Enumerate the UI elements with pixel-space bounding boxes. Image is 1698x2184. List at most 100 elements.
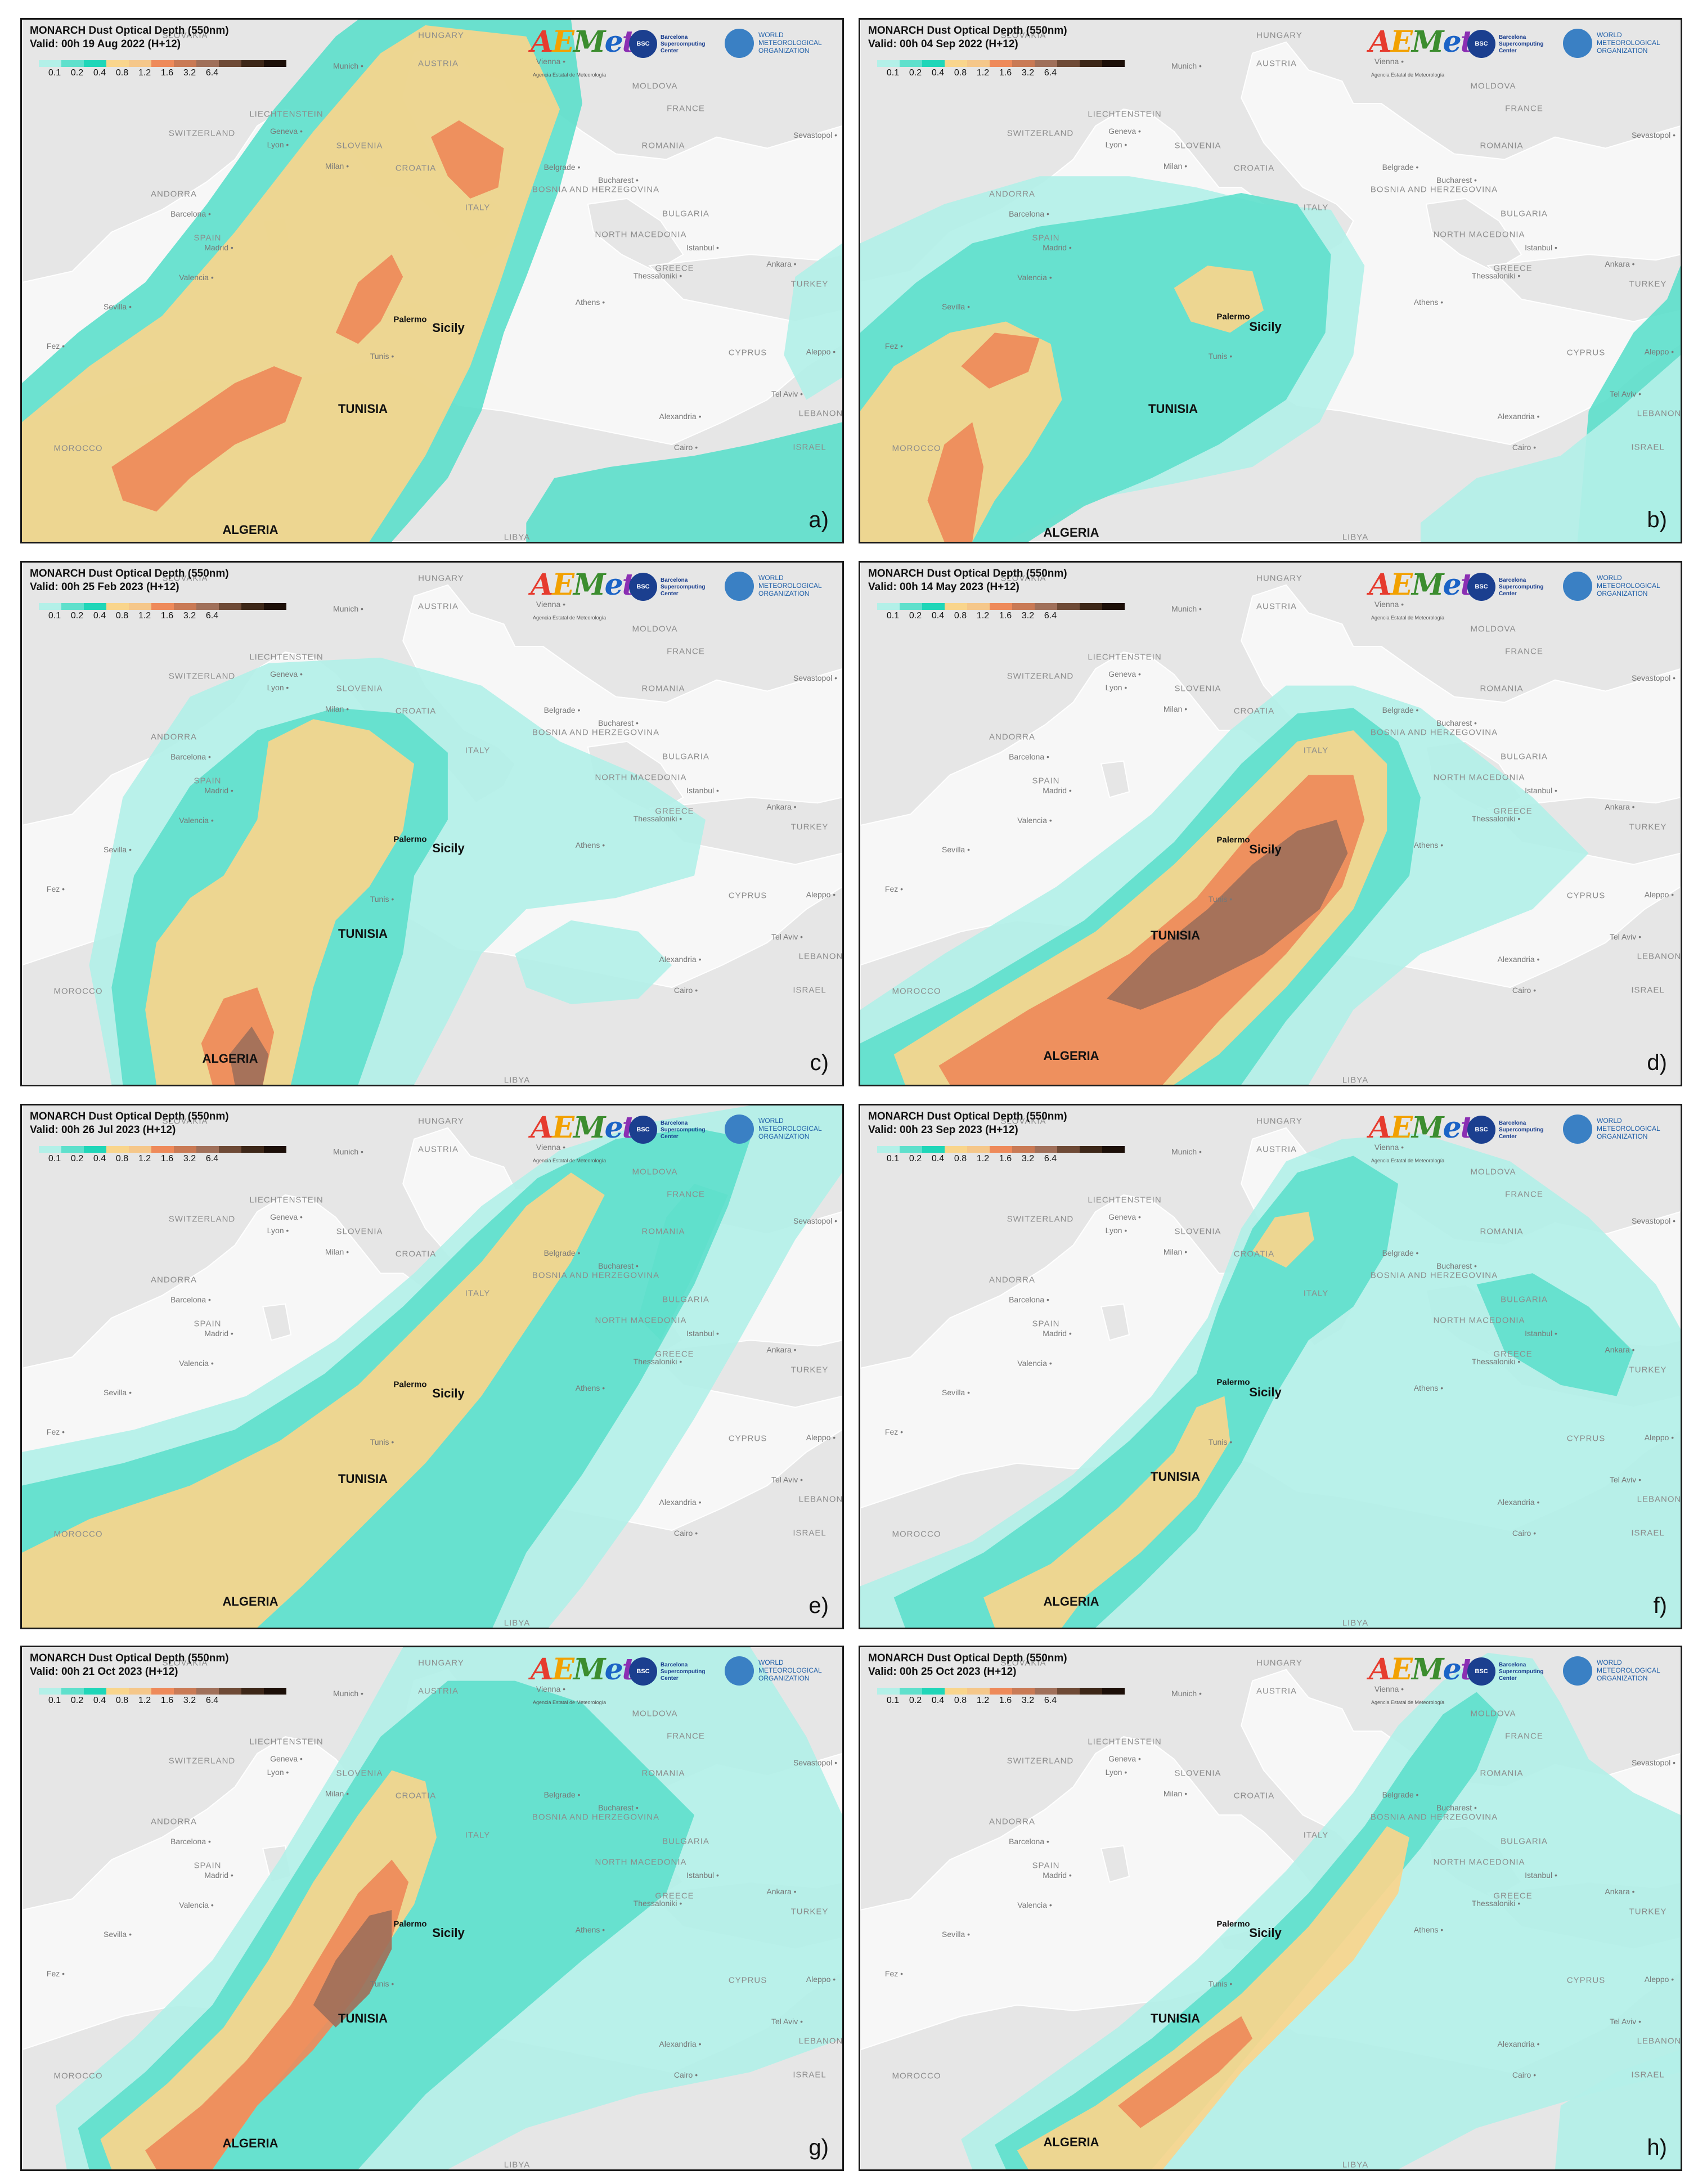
city-label: Sevastopol •: [1631, 131, 1676, 140]
city-label: Milan •: [1163, 704, 1188, 713]
legend-tick: 0.8: [115, 68, 129, 78]
country-label: LIECHTENSTEIN: [1088, 109, 1162, 119]
country-label: MOROCCO: [53, 1529, 103, 1539]
city-label: Lyon •: [267, 140, 289, 149]
place-label-algeria: ALGERIA: [1043, 2135, 1099, 2149]
country-label: MOLDOVA: [632, 624, 678, 634]
country-label: LIECHTENSTEIN: [1088, 652, 1162, 662]
legend-swatch: [39, 60, 61, 67]
city-label: Sevastopol •: [1631, 673, 1676, 682]
bsc-logo: BSC Barcelona Supercomputing Center: [1467, 28, 1552, 61]
country-label: SLOVAKIA: [1000, 30, 1046, 41]
country-label: CYPRUS: [1566, 891, 1606, 901]
place-label-sicily: Sicily: [1249, 320, 1282, 334]
map-panel-b: SLOVAKIA AUSTRIA HUNGARY MOLDOVA FRANCE SWITZ…: [859, 18, 1682, 543]
country-label: BULGARIA: [1501, 1836, 1548, 1846]
map-header: MONARCH Dust Optical Depth (550nm) Valid:…: [868, 567, 1133, 633]
place-label-algeria: ALGERIA: [1043, 1049, 1099, 1063]
legend-swatch: [1102, 1688, 1125, 1695]
color-legend: 0.1 0.2 0.4 0.8 1.2 1.6 3.2 6.4: [39, 603, 286, 626]
legend-swatch: [196, 603, 219, 610]
city-label: Tunis •: [1208, 1437, 1233, 1446]
country-label: CROATIA: [1233, 1791, 1275, 1801]
aemet-letter: M: [1412, 1111, 1444, 1145]
aemet-logo: AEMet Agencia Estatal de Meteorología: [531, 25, 636, 78]
city-label: Barcelona •: [1009, 752, 1049, 761]
city-label: Bucharest •: [1436, 176, 1477, 185]
legend-tick: 0.2: [70, 1696, 84, 1705]
legend-ticks: 0.1 0.2 0.4 0.8 1.2 1.6 3.2 6.4: [877, 1696, 1125, 1708]
aemet-letter: A: [1369, 1652, 1391, 1687]
legend-colorbar: [39, 1146, 286, 1153]
legend-swatch: [219, 603, 241, 610]
city-label: Tunis •: [370, 895, 394, 904]
wmo-logo: WORLD METEOROLOGICAL ORGANIZATION: [1563, 1113, 1675, 1147]
legend-tick: 0.4: [931, 1696, 945, 1705]
place-label-tunisia: TUNISIA: [1151, 928, 1200, 942]
valid-time: Valid: 00h 04 Sep 2022 (H+12): [868, 38, 1018, 50]
color-legend: 0.1 0.2 0.4 0.8 1.2 1.6 3.2 6.4: [39, 60, 286, 83]
country-label: SWITZERLAND: [168, 1756, 236, 1766]
country-label: CROATIA: [395, 1791, 437, 1801]
wmo-emblem-icon: [1563, 1115, 1592, 1144]
map-panel-f: SLOVAKIA AUSTRIA HUNGARY MOLDOVA FRANCE SWITZ…: [859, 1104, 1682, 1629]
wmo-logo: WORLD METEOROLOGICAL ORGANIZATION: [725, 1655, 837, 1689]
country-label: TURKEY: [1629, 1365, 1667, 1375]
country-label: CROATIA: [1233, 706, 1275, 716]
country-label: TURKEY: [790, 822, 829, 832]
place-label-tunisia: TUNISIA: [1151, 1470, 1200, 1484]
place-label-sicily: Sicily: [432, 841, 465, 855]
city-label: Geneva •: [1108, 669, 1141, 678]
country-label: SLOVAKIA: [162, 573, 208, 583]
dust-plume-1: [22, 25, 560, 542]
country-label: LIECHTENSTEIN: [1088, 1195, 1162, 1205]
country-label: SPAIN: [194, 1319, 222, 1329]
aemet-letter: M: [1412, 1652, 1444, 1687]
legend-tick: 1.2: [976, 1154, 990, 1163]
legend-tick: 0.2: [70, 68, 84, 78]
wmo-emblem-icon: [725, 1115, 754, 1144]
country-label: MOLDOVA: [632, 1709, 678, 1719]
city-label: Athens •: [1413, 841, 1444, 850]
legend-tick: 0.4: [93, 1696, 106, 1705]
country-label: ROMANIA: [641, 1768, 685, 1778]
aemet-letter: E: [552, 568, 574, 602]
country-label: GREECE: [1493, 806, 1533, 816]
place-label-tunisia: TUNISIA: [1151, 2011, 1200, 2025]
city-label: Belgrade •: [1382, 705, 1419, 714]
city-label: Bucharest •: [598, 1803, 639, 1812]
aemet-letter: E: [552, 25, 574, 59]
city-label: Fez •: [46, 341, 65, 350]
country-label: FRANCE: [1505, 646, 1543, 657]
city-label: Tel Aviv •: [771, 932, 803, 941]
city-label: Madrid •: [1043, 786, 1072, 795]
city-label: Geneva •: [270, 1754, 303, 1763]
country-label: CROATIA: [395, 1249, 437, 1259]
legend-swatch: [922, 60, 945, 67]
city-label: Bucharest •: [598, 176, 639, 185]
country-label: ITALY: [1303, 1288, 1329, 1298]
logo-strip: AEMet Agencia Estatal de Meteorología BSC B…: [531, 1111, 834, 1164]
legend-swatch: [39, 1688, 61, 1695]
aemet-logo: AEMet Agencia Estatal de Meteorología: [1369, 568, 1474, 621]
city-label: Valencia •: [179, 1900, 214, 1909]
place-label-tunisia: TUNISIA: [338, 927, 388, 941]
legend-tick: 0.1: [886, 611, 900, 621]
aemet-letter: M: [573, 1652, 606, 1687]
aemet-letter: e: [604, 1111, 623, 1145]
dust-map-b: [860, 20, 1681, 542]
city-label: Munich •: [1171, 604, 1202, 613]
city-label: Belgrade •: [1382, 163, 1419, 172]
legend-swatch: [196, 1688, 219, 1695]
country-label: ITALY: [465, 1830, 491, 1840]
place-label-palermo: Palermo: [1216, 1377, 1250, 1387]
bsc-name: Barcelona Supercomputing Center: [1499, 1662, 1544, 1682]
legend-swatch: [219, 1688, 241, 1695]
legend-tick: 0.1: [48, 68, 61, 78]
city-label: Vienna •: [536, 57, 566, 66]
bsc-logo: BSC Barcelona Supercomputing Center: [629, 28, 713, 61]
city-label: Barcelona •: [1009, 209, 1049, 218]
city-label: Cairo •: [1512, 2070, 1537, 2079]
country-label: HUNGARY: [1256, 573, 1302, 583]
logo-strip: AEMet Agencia Estatal de Meteorología BSC B…: [1369, 1111, 1675, 1164]
